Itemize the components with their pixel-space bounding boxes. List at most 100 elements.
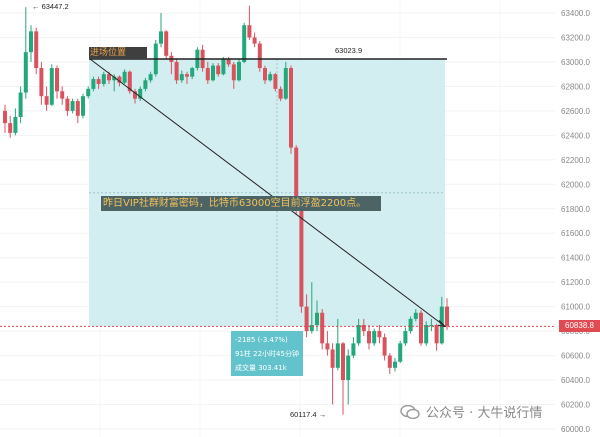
y-tick-label: 61600.0 <box>561 229 590 238</box>
candle-body <box>237 61 241 81</box>
candle-body <box>263 68 267 81</box>
candle-body <box>387 355 392 368</box>
y-tick-label: 62800.0 <box>561 82 590 91</box>
candle-body <box>299 208 304 307</box>
candle-body <box>382 337 387 356</box>
candle-body <box>257 43 262 69</box>
y-tick-label: 62000.0 <box>561 180 590 189</box>
candle-body <box>185 74 189 77</box>
candle-body <box>8 123 13 133</box>
candle-body <box>174 61 179 81</box>
y-tick-label: 62400.0 <box>561 131 590 140</box>
high-price-label: ← 63447.2 <box>32 2 69 11</box>
candle-body <box>309 324 314 332</box>
candle-body <box>231 64 236 81</box>
candle-body <box>29 31 33 53</box>
candle-body <box>289 68 293 148</box>
wechat-icon <box>400 405 420 419</box>
candle-body <box>221 59 226 75</box>
candle-body <box>361 324 366 332</box>
candle-body <box>205 68 210 81</box>
candle-body <box>268 74 273 81</box>
candle-body <box>143 80 148 89</box>
candle-body <box>278 88 283 99</box>
entry-price-label: 63023.9 <box>335 46 362 55</box>
candle-body <box>159 31 163 44</box>
y-tick-label: 61400.0 <box>561 254 590 263</box>
candle-body <box>283 68 288 99</box>
candle-body <box>247 25 252 38</box>
candle-body <box>112 76 117 81</box>
candle-body <box>424 324 429 344</box>
candle-body <box>148 74 153 81</box>
candle-body <box>335 343 340 368</box>
candle-body <box>190 68 195 77</box>
y-tick-label: 62200.0 <box>561 156 590 165</box>
y-tick-label: 60200.0 <box>561 401 590 410</box>
y-tick-label: 62600.0 <box>561 107 590 116</box>
candle-body <box>91 79 96 89</box>
candle-body <box>242 25 247 62</box>
candle-body <box>34 31 39 69</box>
candle-body <box>377 331 382 338</box>
candle-body <box>315 312 319 325</box>
current-price-tag: 60838.8 <box>559 320 600 332</box>
candle-body <box>413 312 418 319</box>
candle-body <box>216 65 221 75</box>
candle-body <box>75 101 80 116</box>
candle-body <box>81 96 85 116</box>
candle-body <box>127 71 132 92</box>
candle-body <box>273 74 278 89</box>
candle-body <box>320 312 325 344</box>
candle-body <box>211 65 215 81</box>
candle-body <box>138 88 143 99</box>
annotation-note: 昨日VIP社群财富密码，比特币63000空目前浮盈2200点。 <box>101 196 381 211</box>
measure-info-box: -2185 (-3.47%) 91柱 22小时45分钟 成交量 303.41k <box>231 331 303 376</box>
candle-body <box>122 71 127 83</box>
watermark: 公众号 · 大牛说行情 <box>400 402 542 421</box>
measure-change: -2185 (-3.47%) <box>235 336 288 344</box>
candle-body <box>346 355 351 381</box>
candle-body <box>39 68 44 97</box>
candle-body <box>330 349 335 368</box>
candle-body <box>3 110 7 124</box>
candle-body <box>13 116 18 133</box>
y-tick-label: 61200.0 <box>561 278 590 287</box>
candle-body <box>55 68 59 92</box>
measure-bars: 91柱 22小时45分钟 <box>235 350 299 358</box>
candle-body <box>107 74 111 81</box>
entry-position-tag: 进场位置 <box>89 47 147 59</box>
arrow-head-icon <box>437 320 447 328</box>
candle-body <box>44 96 49 105</box>
candle-body <box>304 306 309 332</box>
candle-body <box>179 74 184 81</box>
candle-body <box>117 76 122 83</box>
candle-body <box>367 331 371 344</box>
candle-body <box>18 92 23 117</box>
candle-body <box>372 331 377 344</box>
candle-body <box>49 68 54 105</box>
candle-body <box>325 343 330 350</box>
candle-body <box>86 88 91 97</box>
candle-body <box>419 312 423 344</box>
y-tick-label: 63000.0 <box>561 58 590 67</box>
candle-body <box>445 306 449 327</box>
candle-body <box>226 59 231 65</box>
y-tick-label: 63400.0 <box>561 9 590 18</box>
trend-arrow-line <box>89 58 446 327</box>
candle-body <box>403 331 408 344</box>
candle-body <box>133 91 137 99</box>
candle-body <box>408 318 413 332</box>
y-tick-label: 60600.0 <box>561 352 590 361</box>
candle-body <box>439 306 444 344</box>
candle-body <box>393 361 397 368</box>
candle-body <box>351 343 356 356</box>
y-tick-label: 61800.0 <box>561 205 590 214</box>
candle-body <box>252 37 257 44</box>
candle-body <box>434 324 439 344</box>
candle-body <box>398 343 403 362</box>
candle-body <box>294 147 299 209</box>
candle-body <box>60 91 65 99</box>
